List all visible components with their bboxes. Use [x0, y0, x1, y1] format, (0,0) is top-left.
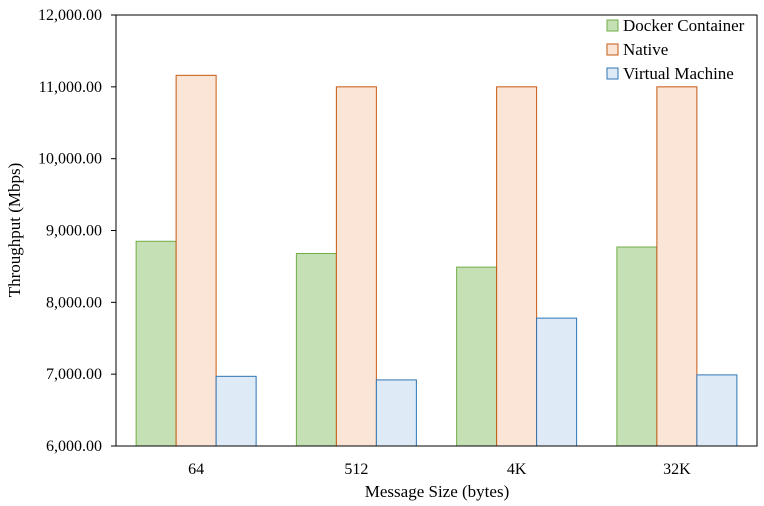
legend-label: Native — [623, 40, 668, 59]
legend: Docker Container Native Virtual Machine — [606, 16, 745, 83]
bar-docker-container-512 — [295, 252, 337, 447]
bar-native-64 — [175, 74, 217, 447]
y-tick-label: 12,000.00 — [38, 7, 102, 24]
legend-item: Docker Container — [606, 16, 745, 35]
bars — [135, 74, 738, 447]
y-tick-label: 7,000.00 — [46, 366, 102, 383]
x-axis-ticks: 64 512 4K 32K — [188, 461, 691, 478]
bar-native-512 — [335, 86, 377, 447]
x-tick-label: 64 — [188, 461, 204, 478]
bar-virtual-machine-512 — [375, 379, 417, 447]
y-axis-ticks: 6,000.00 7,000.00 8,000.00 9,000.00 10,000.0… — [38, 7, 116, 455]
y-tick-label: 8,000.00 — [46, 294, 102, 311]
bar-virtual-machine-32k — [696, 374, 738, 447]
bar-docker-container-32k — [616, 246, 658, 447]
y-tick-label: 11,000.00 — [39, 79, 102, 96]
y-tick-label: 10,000.00 — [38, 151, 102, 168]
legend-item: Virtual Machine — [606, 64, 734, 83]
plot-area-frame — [115, 14, 758, 447]
y-axis-title: Throughput (Mbps) — [5, 163, 24, 298]
y-tick-label: 9,000.00 — [46, 223, 102, 240]
x-tick-label: 512 — [344, 461, 368, 478]
x-tick-label: 32K — [663, 461, 691, 478]
x-tick-label: 4K — [507, 461, 527, 478]
x-axis-title: Message Size (bytes) — [365, 482, 509, 501]
bar-virtual-machine-64 — [215, 375, 257, 447]
bar-virtual-machine-4k — [536, 317, 578, 447]
y-tick-label: 6,000.00 — [46, 438, 102, 455]
legend-label: Virtual Machine — [623, 64, 734, 83]
bar-native-4k — [496, 86, 538, 447]
bar-docker-container-4k — [456, 266, 498, 447]
bar-native-32k — [656, 86, 698, 447]
legend-swatch — [606, 67, 619, 80]
legend-swatch — [606, 19, 619, 32]
legend-label: Docker Container — [623, 16, 745, 35]
legend-item: Native — [606, 40, 668, 59]
bar-docker-container-64 — [135, 240, 177, 447]
legend-swatch — [606, 43, 619, 56]
